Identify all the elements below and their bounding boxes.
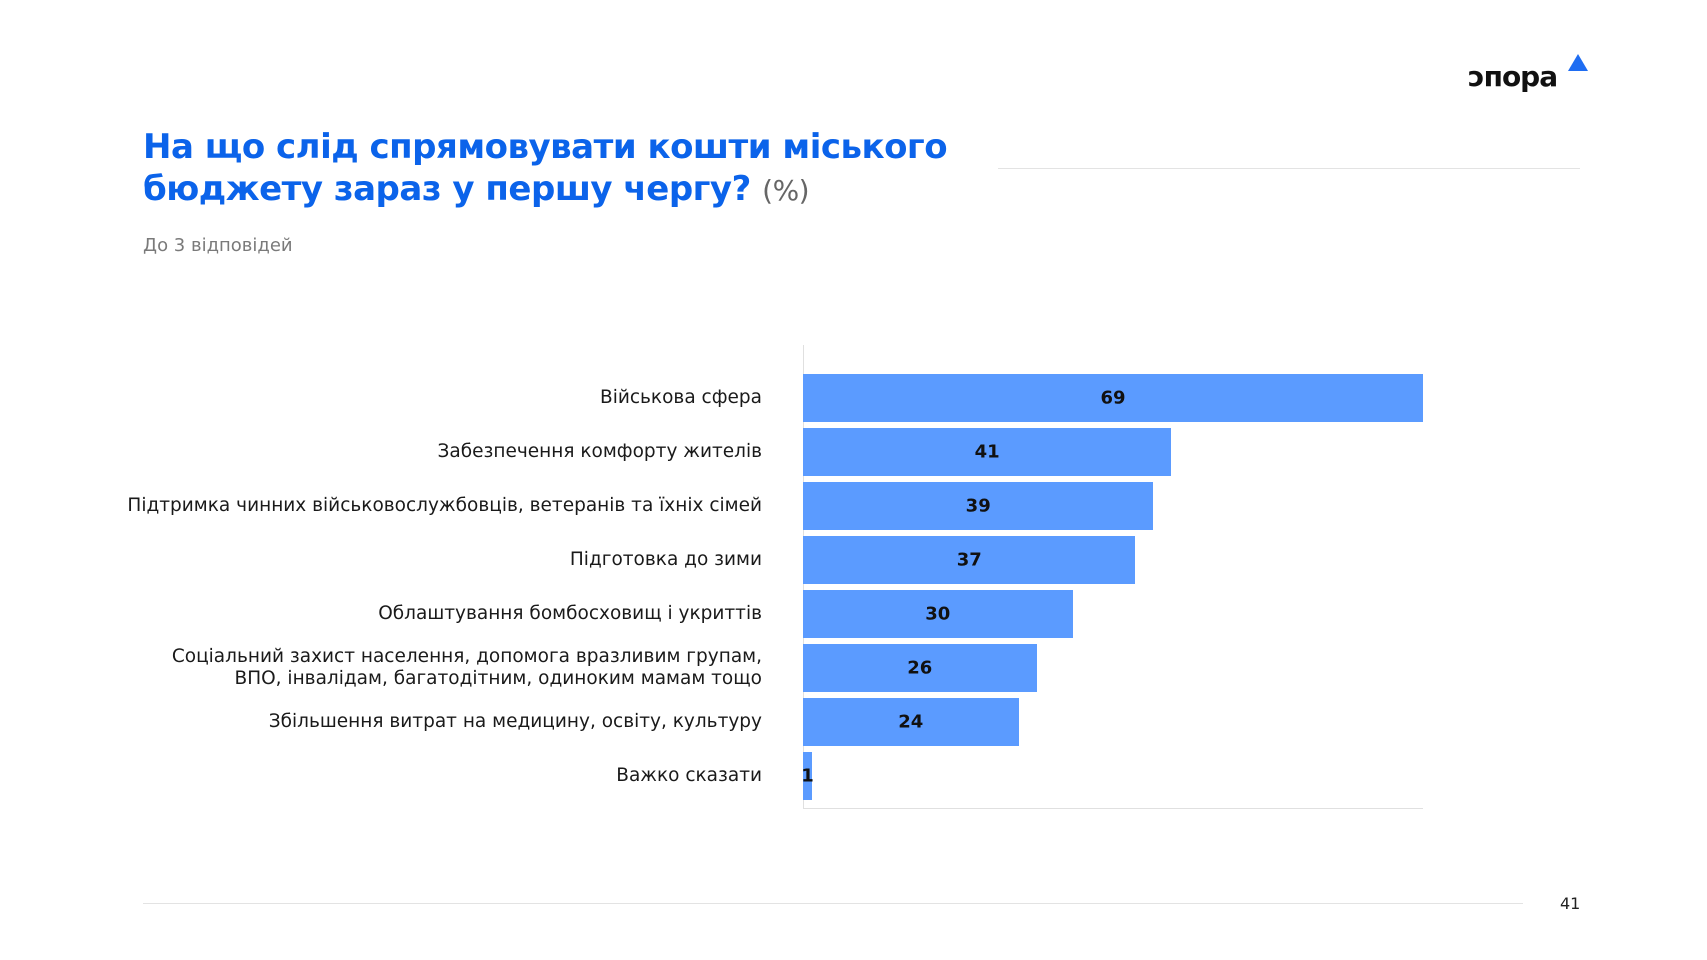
title-text: На що слід спрямовувати кошти міського б… [143,127,948,209]
footer-divider [143,903,1523,904]
bar-value-label: 39 [965,495,991,517]
bar [803,752,812,800]
bar-value-label: 1 [801,765,814,787]
bar [803,374,1423,422]
category-label: Облаштування бомбосховищ і укриттів [378,603,762,624]
category-label: Військова сфера [600,387,762,408]
bar [803,536,1136,584]
bar [803,644,1037,692]
bar [803,590,1073,638]
bar-value-label: 30 [925,603,951,625]
category-label: Соціальний захист населення, допомога вр… [171,646,762,689]
logo-text: ɔпора [1468,60,1558,93]
brand-logo: ɔпора [1468,52,1590,96]
bar-value-label: 69 [1100,387,1126,409]
category-label: Забезпечення комфорту жителів [437,441,762,462]
subtitle: До 3 відповідей [143,235,293,256]
bar-value-label: 37 [956,549,982,571]
category-label: Підтримка чинних військовослужбовців, ве… [127,495,762,516]
bar-value-label: 41 [974,441,1000,463]
page-title: На що слід спрямовувати кошти міського б… [143,126,1003,212]
category-label: Збільшення витрат на медицину, освіту, к… [268,711,762,732]
bar [803,482,1154,530]
page-number: 41 [1560,894,1581,913]
x-axis-line [803,808,1423,809]
category-label: Важко сказати [616,765,762,786]
bar-value-label: 24 [898,711,924,733]
category-label: Підготовка до зими [569,549,762,570]
header-divider [998,168,1580,169]
bar [803,698,1019,746]
title-unit: (%) [762,174,810,207]
logo-triangle-icon [1568,54,1588,71]
bar [803,428,1172,476]
bar-value-label: 26 [907,657,933,679]
